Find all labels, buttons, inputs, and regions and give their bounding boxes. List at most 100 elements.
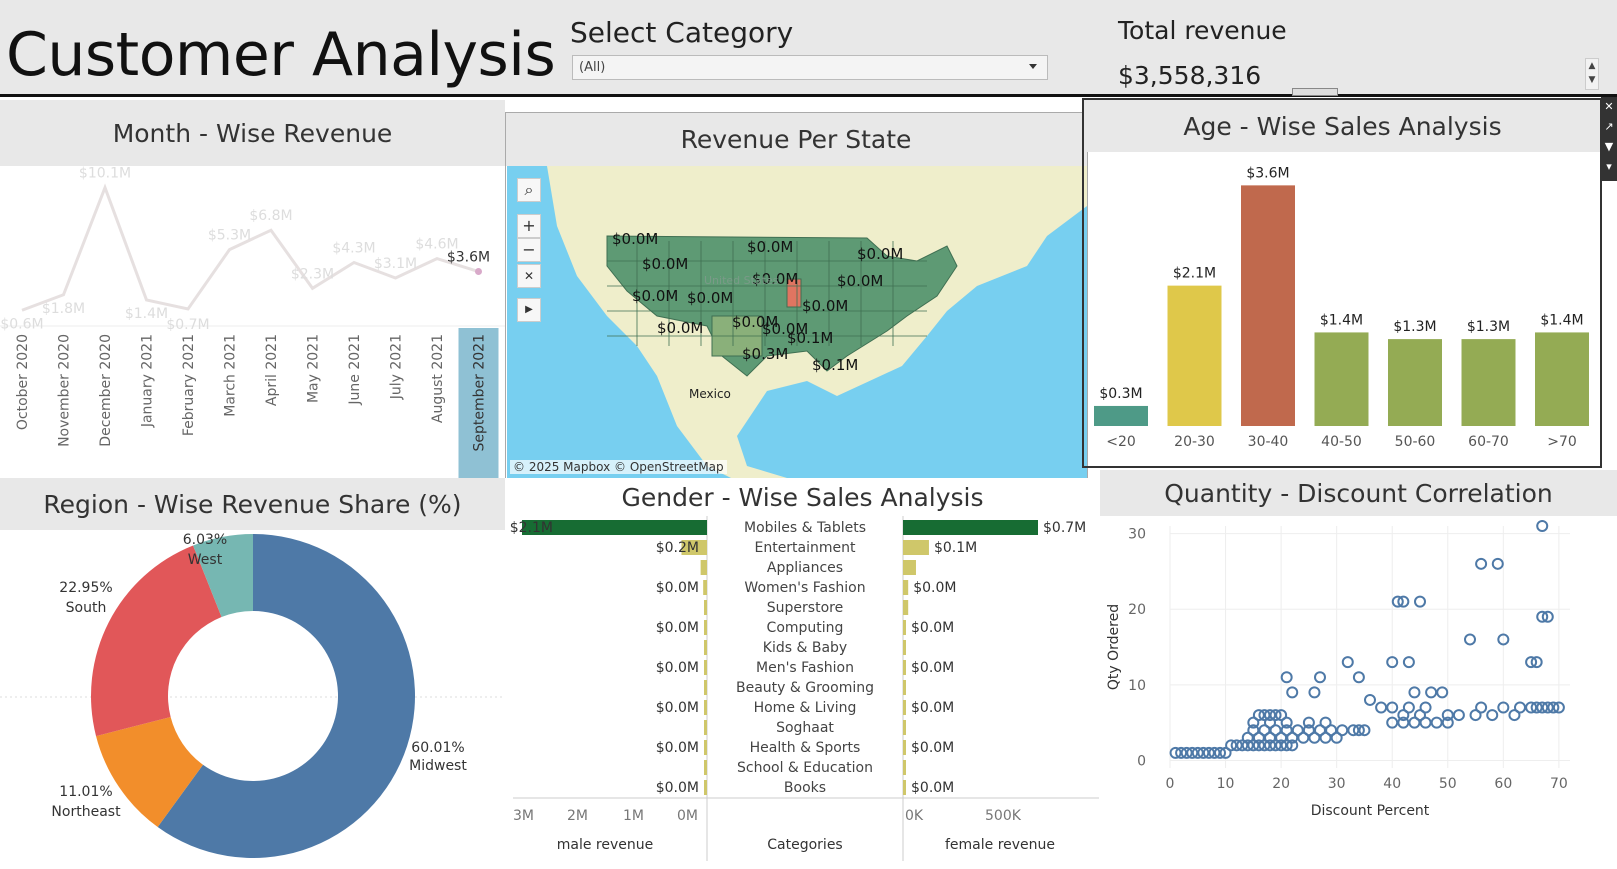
scatter-point — [1469, 709, 1482, 722]
scroll-stepper[interactable]: ▲ ▼ — [1585, 58, 1599, 90]
close-icon[interactable]: ✕ — [1604, 100, 1614, 113]
month-panel-title: Month - Wise Revenue — [0, 100, 505, 166]
scatter-point — [1536, 520, 1549, 532]
dashboard-header: Customer Analysis Select Category (All) … — [0, 0, 1617, 97]
state-value-label: $0.0M — [802, 297, 848, 315]
scatter-point — [1530, 701, 1543, 714]
male-bar — [704, 740, 707, 755]
scatter-point — [1341, 656, 1354, 669]
male-bar — [704, 700, 707, 715]
filter-icon[interactable]: ▼ — [1604, 140, 1614, 153]
zoom-out-icon[interactable]: − — [517, 238, 541, 262]
scatter-point — [1280, 716, 1293, 729]
female-bar — [903, 660, 906, 675]
male-bar — [704, 640, 707, 655]
scatter-point — [1314, 671, 1326, 684]
month-tick-label: January 2021 — [140, 334, 156, 428]
drag-handle[interactable] — [1292, 88, 1338, 96]
month-tick-label: February 2021 — [181, 334, 197, 436]
scatter-point — [1280, 739, 1293, 752]
male-value-label: $0.2M — [656, 540, 699, 556]
month-tick-label: November 2020 — [57, 334, 73, 447]
female-value-label: $0.0M — [911, 740, 954, 756]
categories-axis-label: Categories — [767, 837, 842, 853]
male-bar — [704, 720, 707, 735]
zoom-in-icon[interactable]: + — [517, 214, 541, 238]
state-value-label: $0.1M — [812, 356, 858, 374]
scatter-point — [1547, 701, 1560, 714]
scatter-point — [1486, 709, 1499, 722]
donut-slice — [91, 545, 222, 737]
age-panel-title: Age - Wise Sales Analysis — [1084, 100, 1601, 152]
revenue-line — [21, 183, 479, 312]
male-value-label: $0.0M — [656, 660, 699, 676]
scatter-point — [1219, 746, 1232, 759]
state-value-label: $0.1M — [787, 329, 833, 347]
us-state-map[interactable]: $0.0M $0.0M$0.0M$0.0M$0.0M$0.0M$0.0M $0.0M… — [507, 166, 1087, 478]
age-bar — [1535, 332, 1589, 426]
scatter-point — [1386, 701, 1399, 714]
scatter-point — [1280, 724, 1293, 737]
scatter-point — [1275, 709, 1288, 722]
male-tick-label: 0M — [677, 808, 698, 824]
map-attribution: © 2025 Mapbox © OpenStreetMap — [510, 460, 727, 474]
male-bar — [700, 560, 707, 575]
slice-region-label: Midwest — [409, 758, 467, 774]
state-value-label: $0.0M — [642, 255, 688, 273]
us-states — [606, 235, 958, 377]
category-label: Health & Sports — [750, 740, 861, 756]
y-tick-label: 0 — [1137, 753, 1146, 769]
month-line-chart: $0.6M October 2020 $1.8M November 2020 $10.1… — [0, 166, 505, 478]
scatter-point — [1247, 739, 1260, 752]
scatter-point — [1436, 686, 1449, 699]
donut-slice — [96, 717, 203, 828]
male-bar — [704, 780, 707, 795]
scatter-point — [1269, 739, 1282, 752]
scatter-point — [1464, 633, 1476, 646]
category-label: Women's Fashion — [744, 580, 865, 596]
scatter-point — [1402, 701, 1415, 714]
data-label: $0.7M — [166, 317, 209, 333]
category-label: Appliances — [767, 560, 843, 576]
scatter-point — [1408, 716, 1421, 729]
scatter-point — [1297, 731, 1310, 744]
data-point — [475, 268, 482, 276]
male-value-label: $2.1M — [510, 520, 553, 536]
slice-region-label: West — [188, 552, 223, 568]
quantity-scatter-chart: 0 10 20 30 40 50 60 70 0 10 20 30 Discount Percent Qt… — [1106, 520, 1570, 819]
scatter-point — [1286, 731, 1299, 744]
data-label: $3.6M — [447, 250, 490, 266]
category-dropdown[interactable]: (All) — [572, 55, 1048, 80]
scatter-point — [1247, 724, 1260, 737]
category-label: Mobiles & Tablets — [744, 520, 866, 536]
female-bar — [903, 780, 906, 795]
popout-icon[interactable]: ↗ — [1604, 120, 1614, 133]
scatter-point — [1286, 739, 1299, 752]
female-bar — [903, 540, 929, 555]
scatter-point — [1302, 716, 1315, 729]
pin-icon[interactable]: ✕ — [517, 264, 541, 288]
female-bar — [903, 700, 906, 715]
scatter-point — [1497, 633, 1510, 646]
x-tick-label: 20 — [1272, 776, 1290, 792]
more-options-icon[interactable]: ▾ — [1606, 160, 1612, 173]
female-bar — [903, 620, 906, 635]
male-value-label: $0.0M — [656, 620, 699, 636]
chevron-down-icon[interactable] — [1029, 64, 1037, 69]
scatter-point — [1514, 701, 1526, 714]
scatter-point — [1236, 739, 1249, 752]
scatter-point — [1258, 724, 1271, 737]
scatter-point — [1352, 724, 1365, 737]
map-search-icon[interactable]: ⌕ — [517, 178, 541, 202]
data-label: $4.6M — [415, 237, 458, 253]
play-icon[interactable]: ▶ — [517, 298, 541, 322]
age-bar — [1388, 339, 1442, 426]
slice-percent-label: 11.01% — [59, 784, 112, 800]
scatter-point — [1308, 731, 1321, 744]
panel-toolbar[interactable]: ✕ ↗ ▼ ▾ — [1601, 97, 1617, 181]
female-bar — [903, 720, 906, 735]
male-bar — [704, 680, 707, 695]
female-bar — [903, 580, 909, 595]
scatter-point — [1330, 731, 1343, 744]
male-tick-label: 2M — [567, 808, 588, 824]
